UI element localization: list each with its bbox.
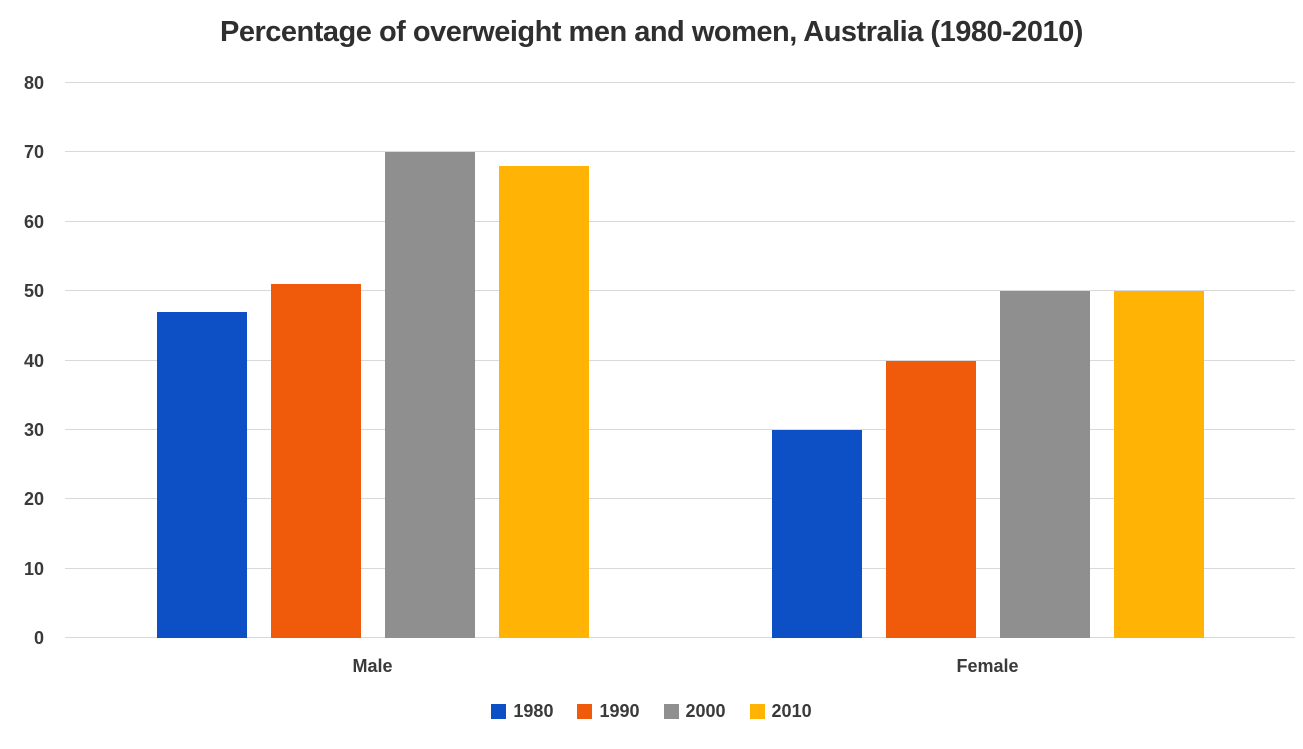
y-tick-label-10: 10: [23, 558, 44, 579]
legend-swatch-1990: [577, 703, 593, 719]
legend-label-2000: 2000: [685, 701, 726, 721]
legend: 1980 1990 2000 2010: [0, 702, 1303, 720]
legend-label-1990: 1990: [599, 701, 640, 721]
y-axis: 0 10 20 30 40 50 60 70 80: [0, 74, 48, 647]
bar-male-2010: [498, 166, 589, 638]
bar-male-2000: [384, 152, 475, 638]
legend-swatch-1980: [491, 703, 507, 719]
plot-area: [65, 82, 1295, 638]
gridline-60: [65, 220, 1295, 222]
bar-male-1990: [270, 284, 361, 638]
y-tick-label-50: 50: [23, 281, 44, 302]
bar-female-1980: [771, 429, 862, 638]
x-category-label-male: Male: [352, 656, 393, 676]
gridline-70: [65, 151, 1295, 153]
bar-group-female: [680, 83, 1295, 638]
gridline-30: [65, 428, 1295, 430]
gridline-0: [65, 637, 1295, 638]
gridline-80: [65, 82, 1295, 83]
gridline-50: [65, 290, 1295, 292]
bar-female-2010: [1113, 291, 1204, 638]
legend-item-2000: 2000: [663, 701, 726, 721]
legend-label-1980: 1980: [513, 701, 554, 721]
legend-item-1990: 1990: [577, 701, 640, 721]
y-tick-label-40: 40: [23, 350, 44, 371]
legend-label-2010: 2010: [771, 701, 812, 721]
bar-group-male: [65, 83, 680, 638]
gridline-20: [65, 498, 1295, 500]
bar-male-1980: [156, 311, 247, 638]
legend-swatch-2010: [749, 703, 765, 719]
y-tick-label-70: 70: [23, 142, 44, 163]
legend-swatch-2000: [663, 703, 679, 719]
y-tick-label-80: 80: [23, 73, 44, 93]
bar-female-1990: [885, 360, 976, 638]
chart-title: Percentage of overweight men and women, …: [220, 16, 1083, 48]
x-axis: Male Female: [65, 656, 1295, 677]
bar-female-2000: [999, 291, 1090, 638]
y-tick-label-20: 20: [23, 489, 44, 510]
legend-item-2010: 2010: [749, 701, 812, 721]
gridline-10: [65, 567, 1295, 569]
y-tick-label-30: 30: [23, 419, 44, 440]
bar-groups: [65, 83, 1295, 638]
legend-item-1980: 1980: [491, 702, 553, 720]
y-tick-label-0: 0: [33, 628, 44, 648]
x-category-label-female: Female: [956, 656, 1019, 676]
y-tick-label-60: 60: [23, 211, 44, 232]
gridline-40: [65, 359, 1295, 361]
